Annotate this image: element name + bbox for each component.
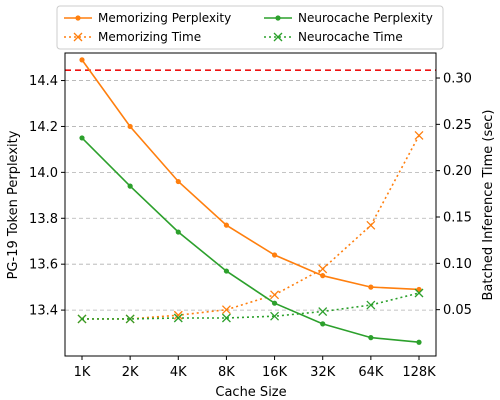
x-marker-stroke [366, 300, 376, 310]
legend-label: Neurocache Perplexity [298, 11, 433, 25]
data-point-memorizing-perplexity [127, 123, 133, 130]
data-point-neurocache-perplexity [368, 335, 374, 341]
series-memorizing-perplexity [79, 57, 422, 293]
data-point-memorizing-perplexity [368, 284, 374, 290]
x-marker-stroke [173, 313, 183, 323]
x-tick-label: 16K [262, 365, 288, 380]
legend-swatch-marker [75, 15, 81, 21]
x-tick-label: 32K [310, 365, 336, 380]
y-tick-label-right: 0.10 [443, 257, 472, 272]
y-tick-label-left: 13.4 [29, 304, 58, 319]
data-point-neurocache-time [366, 300, 376, 310]
x-marker-stroke [414, 131, 424, 140]
y-tick-label-right: 0.05 [443, 303, 472, 318]
x-marker-stroke [318, 307, 328, 316]
y-tick-label-right: 0.30 [443, 72, 472, 87]
series-neurocache-time [77, 288, 424, 324]
data-point-memorizing-perplexity [223, 222, 230, 228]
x-marker-stroke [273, 32, 283, 42]
data-point-memorizing-perplexity [416, 286, 422, 293]
legend-box [56, 5, 444, 50]
series-memorizing-time [77, 131, 424, 324]
plot-frame [64, 52, 437, 357]
x-marker-stroke [77, 314, 87, 324]
x-marker-stroke [366, 220, 376, 230]
x-tick-label: 4K [170, 365, 187, 380]
legend-label: Memorizing Perplexity [98, 11, 231, 25]
series-line-neurocache-time [82, 292, 420, 320]
x-tick-label: 2K [122, 365, 139, 380]
y-tick-label-right: 0.20 [443, 164, 472, 179]
legend-entry-memorizing-time: Memorizing Time [64, 30, 201, 44]
grid [65, 80, 436, 311]
x-marker-stroke [221, 305, 231, 315]
data-point-memorizing-time [270, 290, 280, 300]
series-line-neurocache-perplexity [81, 137, 420, 343]
data-point-memorizing-time [173, 310, 183, 320]
legend-label: Neurocache Time [298, 30, 403, 44]
series-neurocache-perplexity [79, 135, 422, 345]
data-point-memorizing-time [366, 220, 376, 230]
y-tick-label-left: 14.4 [29, 74, 58, 89]
data-point-neurocache-perplexity [79, 135, 85, 141]
x-marker-stroke [221, 313, 231, 323]
data-point-neurocache-perplexity [271, 300, 278, 306]
legend-entry-memorizing-perplexity: Memorizing Perplexity [64, 11, 231, 25]
y-axis-label-left: PG-19 Token Perplexity [6, 130, 21, 279]
x-tick-label: 128K [402, 365, 436, 380]
y-tick-label-left: 13.8 [29, 212, 58, 227]
x-marker-stroke [73, 32, 83, 42]
data-point-neurocache-perplexity [223, 268, 230, 274]
x-tick-label: 64K [358, 365, 384, 380]
x-marker-stroke [173, 310, 183, 320]
y-tick-label-right: 0.25 [443, 118, 472, 133]
x-tick-label: 8K [218, 365, 235, 380]
legend-label: Memorizing Time [98, 30, 201, 44]
data-point-neurocache-time [270, 311, 280, 321]
x-marker-stroke [270, 311, 280, 321]
x-marker-stroke [270, 290, 280, 300]
data-point-memorizing-time [414, 131, 424, 140]
data-point-neurocache-time [318, 307, 328, 316]
data-point-neurocache-time [125, 314, 135, 324]
legend-swatch-marker [275, 15, 281, 21]
legend-swatch-marker [73, 32, 83, 42]
axes [64, 52, 437, 357]
y-tick-label-left: 13.6 [29, 258, 58, 273]
data-point-neurocache-perplexity [175, 229, 181, 235]
data-point-neurocache-time [221, 313, 231, 323]
data-point-neurocache-perplexity [320, 321, 326, 327]
legend-entry-neurocache-time: Neurocache Time [264, 30, 403, 44]
x-tick-label: 1K [74, 365, 91, 380]
x-axis-label: Cache Size [215, 385, 286, 400]
legend-swatch-marker [273, 32, 283, 42]
series-line-memorizing-perplexity [81, 59, 420, 291]
legend: Memorizing Perplexity Memorizing Time Neur… [56, 5, 444, 50]
data-point-neurocache-time [77, 314, 87, 324]
y-tick-label-right: 0.15 [443, 211, 472, 226]
data-point-neurocache-perplexity [416, 339, 422, 345]
x-marker-stroke [318, 264, 328, 274]
x-marker-stroke [125, 314, 135, 324]
data-point-neurocache-time [173, 313, 183, 323]
y-axis-label-right: Batched Inference Time (sec) [481, 110, 496, 301]
data-point-memorizing-time [318, 264, 328, 274]
data-point-memorizing-time [221, 305, 231, 315]
y-tick-label-left: 14.0 [29, 166, 58, 181]
series-group [77, 57, 424, 345]
ticks: 13.4 13.6 13.8 14.0 14.2 14.4 0.05 0.10 0.15 0.20… [29, 72, 472, 380]
data-point-neurocache-time [414, 288, 424, 298]
data-point-memorizing-perplexity [320, 273, 326, 279]
legend-entry-neurocache-perplexity: Neurocache Perplexity [264, 11, 433, 25]
data-point-memorizing-perplexity [175, 178, 181, 185]
y-tick-label-left: 14.2 [29, 120, 58, 135]
data-point-memorizing-perplexity [79, 57, 85, 63]
x-marker-stroke [414, 288, 424, 298]
data-point-memorizing-perplexity [271, 252, 278, 258]
data-point-neurocache-perplexity [127, 183, 133, 189]
